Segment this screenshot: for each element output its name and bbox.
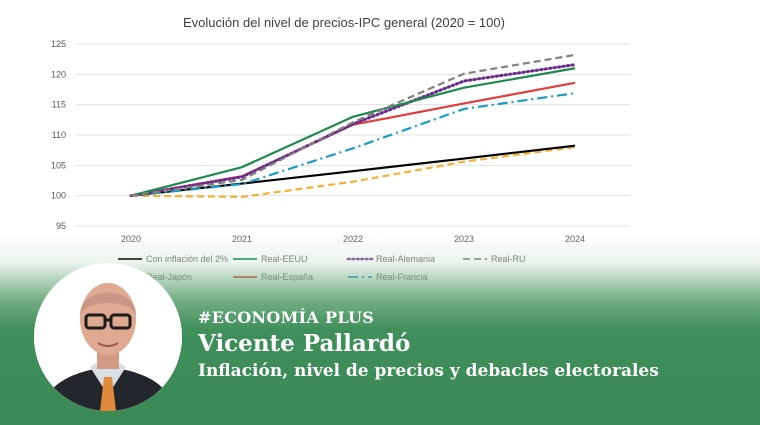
legend-label-3: Real-RU: [491, 254, 526, 264]
x-tick-label: 2024: [565, 234, 585, 244]
series-lines: [129, 53, 577, 198]
section-tag[interactable]: #ECONOMÍA PLUS: [198, 308, 375, 327]
line-chart: Evolución del nivel de precios-IPC gener…: [51, 15, 630, 282]
legend-label-2: Real-Alemania: [376, 254, 435, 264]
series-line-2: [129, 63, 577, 198]
article-info: #ECONOMÍA PLUS Vicente Pallardó Inflació…: [198, 308, 738, 381]
series-line-6: [130, 92, 576, 197]
y-tick-label: 125: [51, 39, 66, 49]
author-avatar: [34, 263, 182, 411]
legend-label-1: Real-EEUU: [261, 254, 308, 264]
y-tick-label: 95: [56, 221, 66, 231]
x-tick-label: 2022: [343, 234, 363, 244]
series-line-1: [130, 67, 576, 197]
x-tick-label: 2020: [121, 234, 141, 244]
author-name[interactable]: Vicente Pallardó: [198, 330, 411, 357]
y-tick-label: 115: [52, 100, 66, 110]
y-tick-label: 105: [51, 160, 66, 170]
x-tick-label: 2021: [232, 234, 252, 244]
y-tick-label: 120: [51, 69, 66, 79]
y-tick-label: 110: [52, 130, 66, 140]
legend-label-6: Real-Francia: [376, 272, 428, 282]
article-headline[interactable]: Inflación, nivel de precios y debacles e…: [198, 361, 659, 381]
gridlines: [76, 43, 630, 227]
legend: Con inflación del 2% Real-EEUU Real-Aleman…: [118, 254, 526, 282]
legend-label-5: Real-España: [261, 272, 313, 282]
y-tick-label: 100: [51, 191, 66, 201]
chart-title: Evolución del nivel de precios-IPC gener…: [183, 15, 505, 30]
legend-label-0: Con inflación del 2%: [146, 254, 228, 264]
x-tick-label: 2023: [454, 234, 474, 244]
